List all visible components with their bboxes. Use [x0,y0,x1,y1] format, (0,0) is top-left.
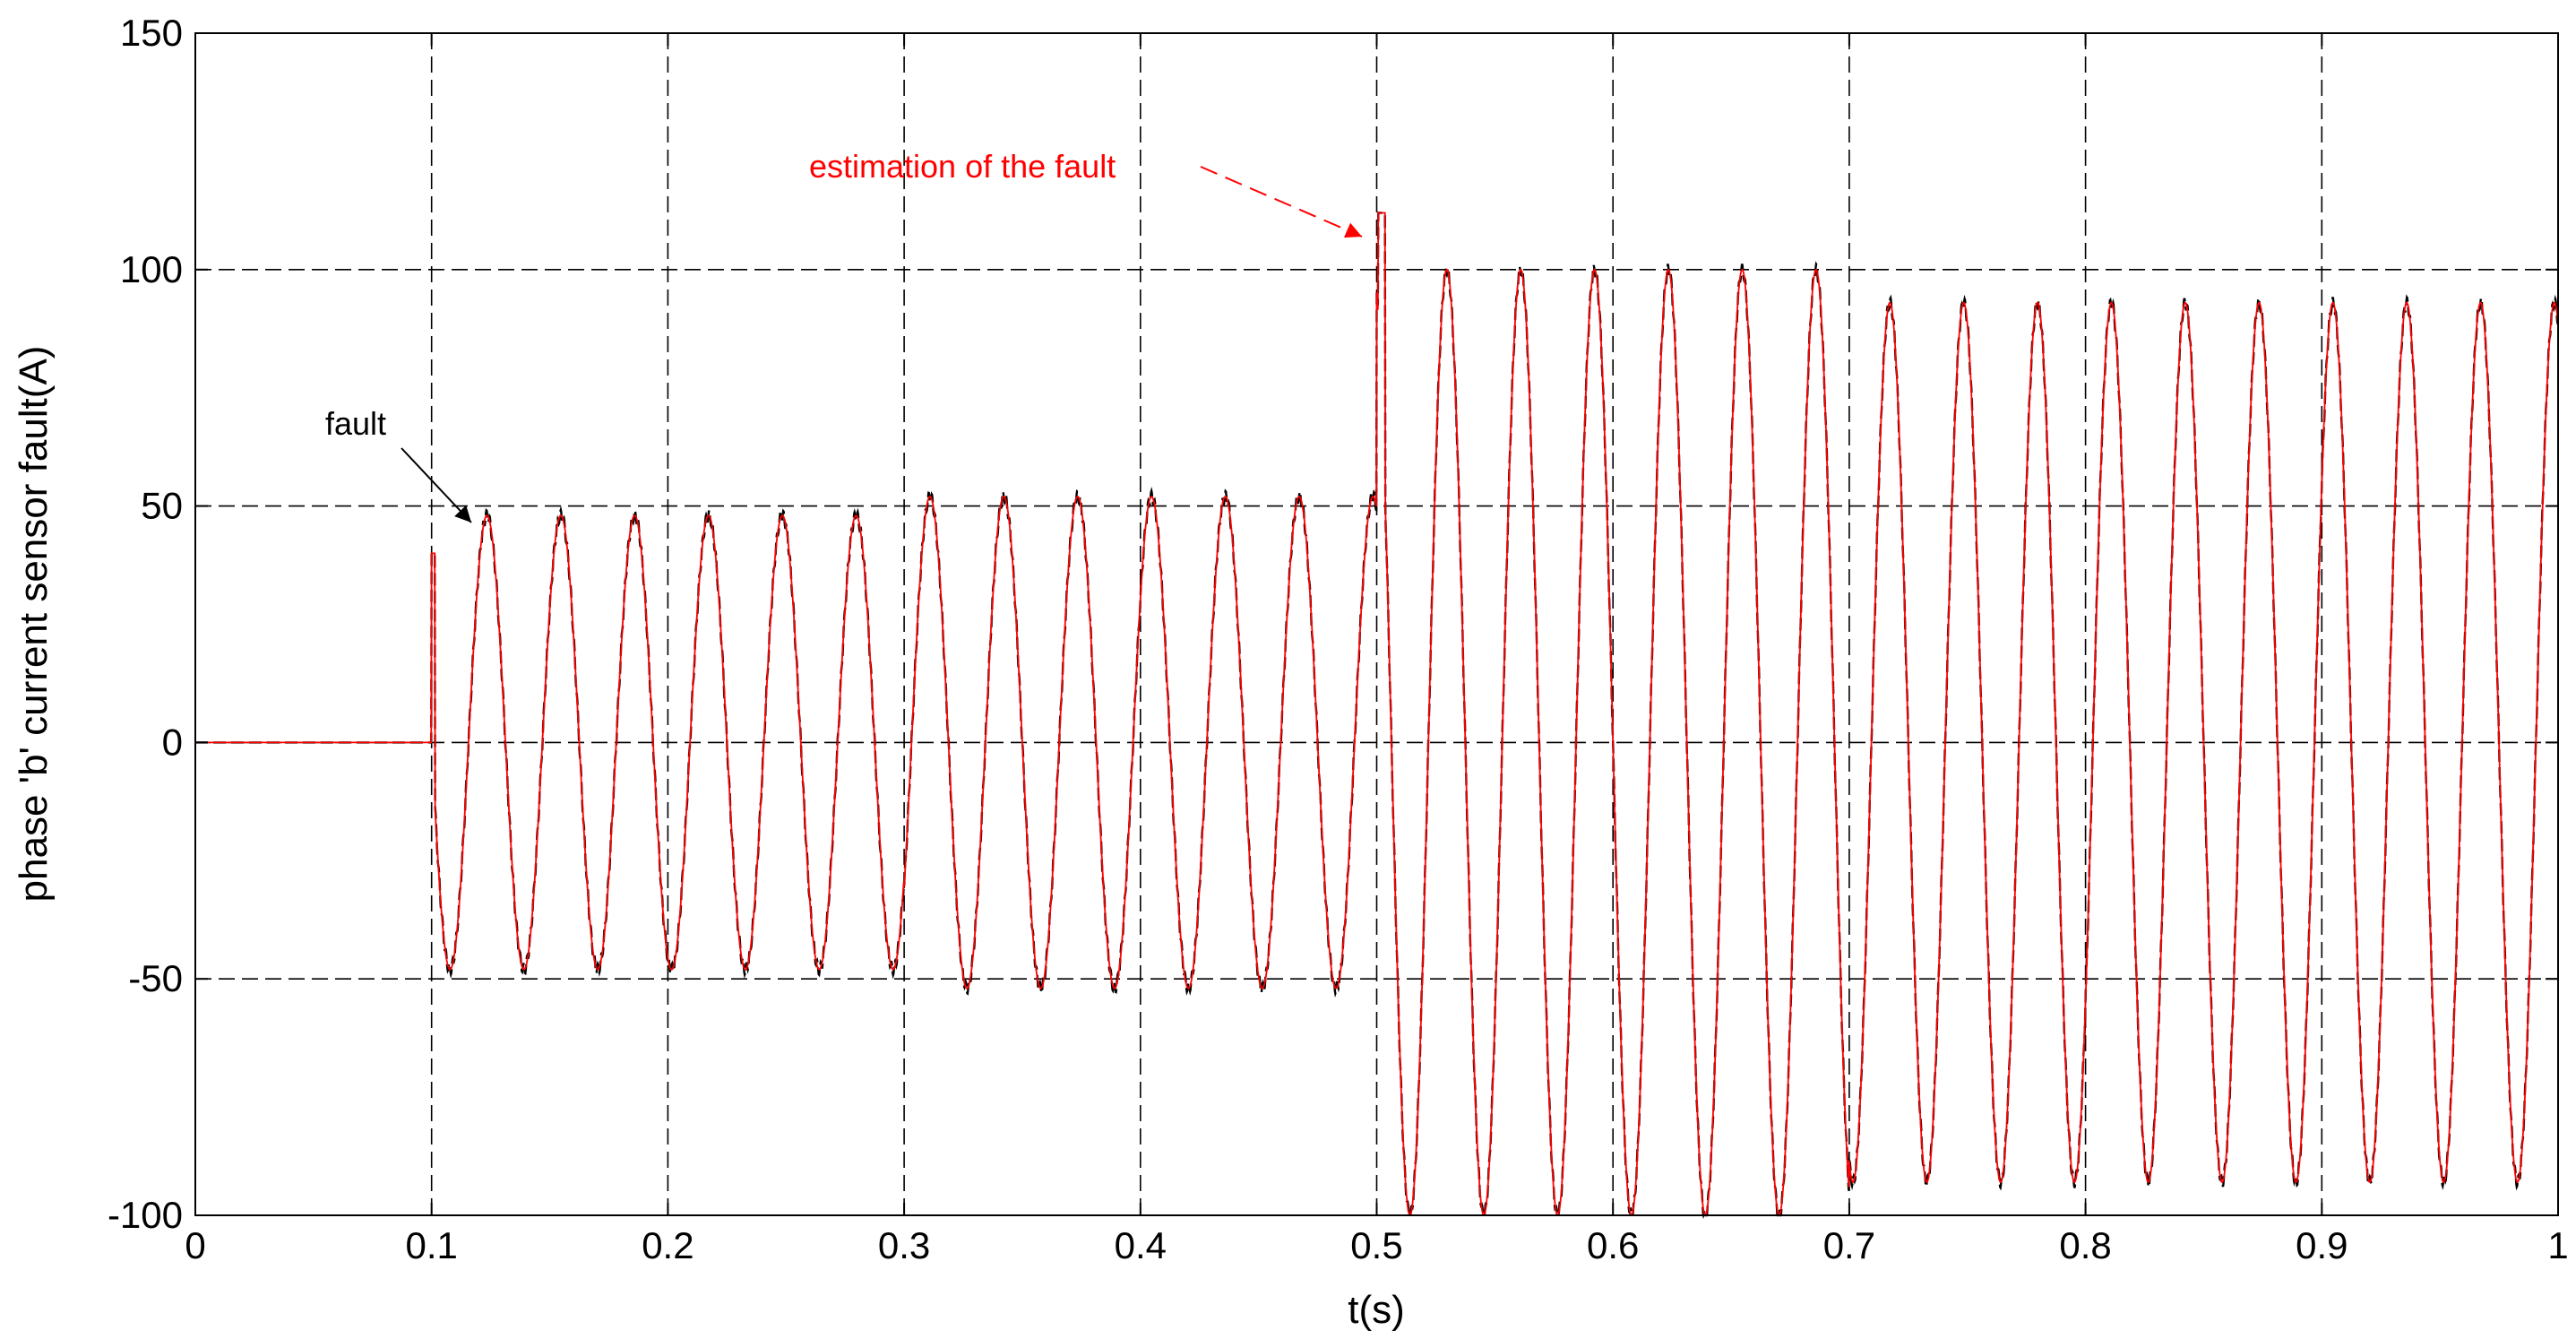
y-tick-label: 0 [162,721,183,763]
x-tick-label: 0.7 [1823,1224,1875,1266]
x-tick-label: 0.5 [1350,1224,1402,1266]
x-tick-label: 0.1 [406,1224,458,1266]
y-axis-label: phase 'b' current sensor fault(A) [12,346,56,903]
estimation-annotation-label: estimation of the fault [809,148,1116,185]
x-tick-label: 0.2 [642,1224,694,1266]
x-tick-label: 0.3 [878,1224,930,1266]
x-tick-label: 0 [185,1224,205,1266]
annotations: fault estimation of the fault [325,148,1363,523]
x-tick-label: 1 [2547,1224,2568,1266]
estimation-annotation-arrow [1200,166,1363,238]
x-tick-label: 0.9 [2296,1224,2348,1266]
fault-annotation-arrow [401,447,472,523]
y-tick-label: -100 [108,1194,183,1236]
y-tick-label: 150 [120,12,183,54]
series-estimated-line [195,212,2559,1217]
x-tick-label: 0.6 [1587,1224,1639,1266]
x-axis-label: t(s) [1348,1288,1405,1332]
y-tick-label: 100 [120,248,183,290]
tick-labels: 0 0.1 0.2 0.3 0.4 0.5 0.6 0.7 0.8 0.9 1 -100 -50 0 50 1… [108,12,2569,1266]
ticks [194,32,2559,1216]
fault-annotation-label: fault [325,405,386,442]
y-tick-label: 50 [141,485,183,527]
y-tick-label: -50 [128,957,183,999]
x-tick-label: 0.4 [1115,1224,1167,1266]
x-tick-label: 0.8 [2059,1224,2111,1266]
series-layer [195,212,2559,1220]
grid [195,33,2558,1215]
